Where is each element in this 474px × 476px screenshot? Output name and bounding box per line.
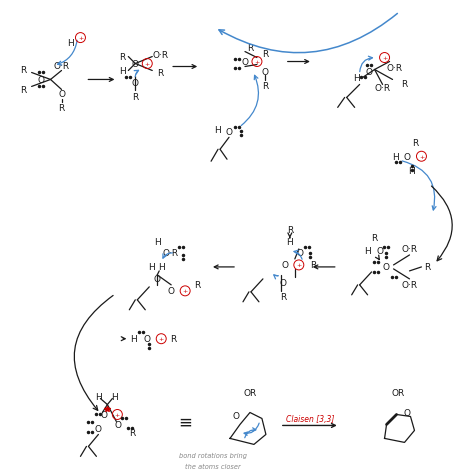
Text: O: O bbox=[37, 76, 44, 85]
Text: H: H bbox=[158, 263, 164, 272]
Text: R: R bbox=[401, 80, 408, 89]
Text: R: R bbox=[310, 261, 316, 270]
Text: H: H bbox=[67, 39, 74, 48]
Text: H: H bbox=[286, 238, 293, 247]
Text: OR: OR bbox=[392, 388, 405, 397]
Text: R: R bbox=[424, 263, 430, 272]
Text: H: H bbox=[408, 166, 415, 175]
Text: O: O bbox=[115, 420, 122, 429]
Text: H: H bbox=[364, 247, 371, 256]
Text: O·R: O·R bbox=[386, 64, 402, 73]
Text: R: R bbox=[412, 139, 419, 148]
Text: O: O bbox=[154, 275, 161, 284]
Text: O: O bbox=[376, 247, 383, 256]
Text: R: R bbox=[280, 293, 286, 302]
Text: Claisen [3,3]: Claisen [3,3] bbox=[286, 414, 334, 423]
Text: R: R bbox=[20, 86, 27, 95]
Text: +: + bbox=[78, 36, 83, 41]
Text: R: R bbox=[132, 93, 138, 102]
Text: O: O bbox=[233, 411, 239, 420]
Text: O·R: O·R bbox=[401, 245, 418, 254]
Text: OR: OR bbox=[243, 388, 256, 397]
Text: ≡: ≡ bbox=[178, 413, 192, 431]
Text: R: R bbox=[262, 50, 268, 59]
Text: O: O bbox=[403, 408, 410, 417]
Text: R: R bbox=[372, 233, 378, 242]
Text: +: + bbox=[255, 60, 260, 65]
Text: +: + bbox=[419, 154, 424, 159]
Text: O: O bbox=[101, 410, 108, 419]
Text: H: H bbox=[214, 126, 220, 135]
Text: O·R: O·R bbox=[162, 249, 178, 258]
Text: H: H bbox=[353, 74, 360, 83]
Text: H: H bbox=[130, 335, 137, 344]
Text: O: O bbox=[132, 60, 139, 69]
Text: O: O bbox=[58, 90, 65, 99]
Text: O: O bbox=[262, 68, 268, 77]
Text: R: R bbox=[287, 225, 293, 234]
Text: R: R bbox=[129, 428, 136, 437]
Text: +: + bbox=[115, 412, 120, 417]
Text: O·R: O·R bbox=[401, 281, 418, 290]
Text: O: O bbox=[365, 68, 372, 77]
Text: +: + bbox=[145, 62, 150, 67]
Text: O: O bbox=[404, 152, 411, 161]
Text: O: O bbox=[296, 249, 303, 258]
Text: R: R bbox=[119, 53, 126, 62]
Text: O·R: O·R bbox=[374, 84, 391, 93]
Text: R: R bbox=[58, 104, 64, 113]
Text: H: H bbox=[119, 67, 126, 76]
Text: O: O bbox=[95, 424, 102, 433]
Text: R: R bbox=[247, 44, 253, 53]
Text: O: O bbox=[382, 263, 389, 272]
Text: O: O bbox=[168, 287, 175, 296]
Text: H: H bbox=[154, 238, 161, 247]
Text: R: R bbox=[20, 66, 27, 75]
Text: H: H bbox=[148, 263, 155, 272]
Text: O·R: O·R bbox=[54, 62, 70, 71]
Text: H: H bbox=[111, 392, 118, 401]
Text: H: H bbox=[392, 152, 399, 161]
Text: +: + bbox=[296, 263, 301, 268]
Text: the atoms closer: the atoms closer bbox=[185, 463, 241, 469]
Text: O: O bbox=[132, 79, 139, 88]
Text: R: R bbox=[194, 281, 200, 290]
Text: R: R bbox=[262, 82, 268, 91]
Text: +: + bbox=[382, 56, 387, 61]
Text: O: O bbox=[226, 128, 233, 137]
Text: O: O bbox=[241, 58, 248, 67]
Text: +: + bbox=[159, 337, 164, 341]
Text: R: R bbox=[157, 69, 164, 78]
Text: R: R bbox=[170, 335, 176, 344]
Text: +: + bbox=[182, 289, 188, 294]
Text: O·R: O·R bbox=[152, 51, 168, 60]
Text: bond rotations bring: bond rotations bring bbox=[179, 452, 247, 458]
Text: O: O bbox=[144, 335, 151, 344]
Text: H: H bbox=[95, 392, 102, 401]
Text: O: O bbox=[279, 279, 286, 288]
Text: O: O bbox=[282, 261, 288, 270]
